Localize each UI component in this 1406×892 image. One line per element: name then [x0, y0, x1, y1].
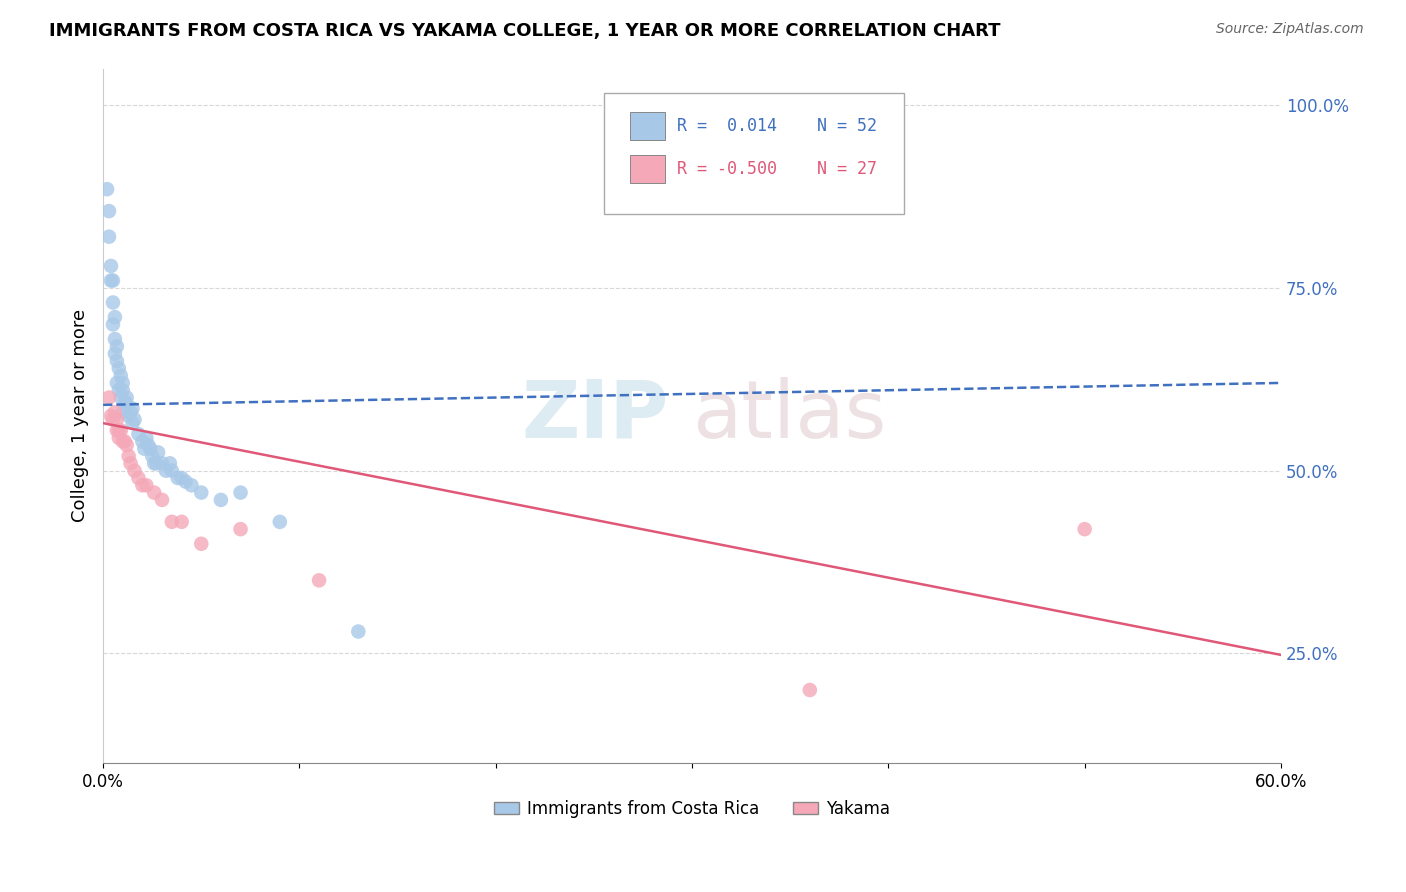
- Point: [121, 416, 143, 430]
- Point: [135, 431, 157, 445]
- Point: [105, 412, 128, 426]
- Point: [180, 478, 202, 492]
- Point: [101, 412, 124, 426]
- Point: [114, 434, 136, 449]
- Text: IMMIGRANTS FROM COSTA RICA VS YAKAMA COLLEGE, 1 YEAR OR MORE CORRELATION CHART: IMMIGRANTS FROM COSTA RICA VS YAKAMA COL…: [49, 22, 1001, 40]
- Point: [170, 471, 193, 485]
- Point: [134, 442, 156, 456]
- Point: [108, 383, 131, 397]
- Text: Source: ZipAtlas.com: Source: ZipAtlas.com: [1216, 22, 1364, 37]
- Point: [104, 405, 127, 419]
- FancyBboxPatch shape: [603, 93, 904, 214]
- Point: [159, 456, 181, 470]
- Point: [308, 574, 330, 588]
- Point: [143, 456, 166, 470]
- Point: [160, 464, 183, 478]
- Point: [111, 434, 134, 449]
- Point: [101, 318, 124, 332]
- Point: [190, 485, 212, 500]
- Point: [209, 492, 232, 507]
- Point: [146, 445, 169, 459]
- Point: [108, 361, 131, 376]
- Point: [170, 515, 193, 529]
- Point: [117, 449, 139, 463]
- Point: [150, 492, 173, 507]
- Bar: [630, 112, 665, 140]
- Point: [98, 229, 121, 244]
- Point: [229, 485, 252, 500]
- Point: [100, 259, 122, 273]
- Point: [141, 449, 163, 463]
- Point: [117, 409, 139, 423]
- Point: [145, 456, 167, 470]
- Point: [131, 434, 153, 449]
- Point: [160, 515, 183, 529]
- Point: [104, 310, 127, 325]
- Point: [105, 424, 128, 438]
- Point: [121, 401, 143, 416]
- Point: [105, 354, 128, 368]
- Y-axis label: College, 1 year or more: College, 1 year or more: [72, 310, 89, 523]
- Point: [115, 391, 138, 405]
- Point: [124, 412, 146, 426]
- Point: [127, 427, 149, 442]
- Text: R = -0.500    N = 27: R = -0.500 N = 27: [676, 161, 877, 178]
- Point: [120, 405, 142, 419]
- Point: [104, 346, 127, 360]
- Point: [143, 485, 166, 500]
- Point: [124, 464, 146, 478]
- Point: [110, 424, 132, 438]
- Text: atlas: atlas: [692, 376, 886, 455]
- Point: [229, 522, 252, 536]
- Point: [96, 182, 118, 196]
- Point: [127, 471, 149, 485]
- Point: [166, 471, 188, 485]
- Point: [347, 624, 370, 639]
- Text: ZIP: ZIP: [522, 376, 668, 455]
- Text: R =  0.014    N = 52: R = 0.014 N = 52: [676, 117, 877, 136]
- Point: [799, 683, 821, 698]
- Point: [101, 274, 124, 288]
- Point: [111, 405, 134, 419]
- Point: [98, 391, 121, 405]
- Legend: Immigrants from Costa Rica, Yakama: Immigrants from Costa Rica, Yakama: [488, 793, 897, 824]
- Point: [174, 475, 197, 489]
- Point: [110, 391, 132, 405]
- Point: [108, 424, 131, 438]
- Point: [98, 204, 121, 219]
- Point: [269, 515, 291, 529]
- Point: [131, 478, 153, 492]
- Point: [108, 431, 131, 445]
- Point: [111, 376, 134, 390]
- Point: [136, 438, 159, 452]
- Point: [105, 339, 128, 353]
- Bar: [630, 155, 665, 183]
- Point: [115, 438, 138, 452]
- Point: [139, 442, 162, 456]
- Point: [100, 409, 122, 423]
- Point: [104, 332, 127, 346]
- Point: [150, 456, 173, 470]
- Point: [190, 537, 212, 551]
- Point: [135, 478, 157, 492]
- Point: [105, 376, 128, 390]
- Point: [1073, 522, 1095, 536]
- Point: [115, 398, 138, 412]
- Point: [114, 394, 136, 409]
- Point: [155, 464, 177, 478]
- Point: [101, 295, 124, 310]
- Point: [110, 368, 132, 383]
- Point: [111, 383, 134, 397]
- Point: [100, 274, 122, 288]
- Point: [120, 456, 142, 470]
